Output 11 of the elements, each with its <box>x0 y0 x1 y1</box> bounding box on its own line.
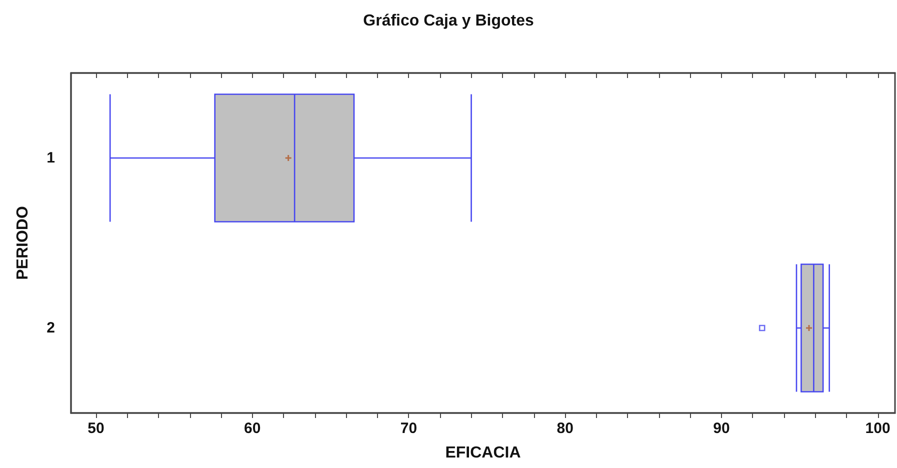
y-tick-label: 1 <box>46 150 55 166</box>
x-tick-label: 100 <box>865 420 890 437</box>
x-tick-label: 90 <box>713 420 730 437</box>
x-tick-label: 50 <box>88 420 104 437</box>
x-tick-label: 60 <box>244 420 261 437</box>
y-tick-label: 2 <box>46 320 55 336</box>
x-axis-title: EFICACIA <box>445 444 522 462</box>
y-axis-title: PERIODO <box>14 206 32 280</box>
x-tick-label: 80 <box>556 420 574 437</box>
x-tick-label: 70 <box>400 420 418 437</box>
chart-title: Gráfico Caja y Bigotes <box>363 12 534 30</box>
